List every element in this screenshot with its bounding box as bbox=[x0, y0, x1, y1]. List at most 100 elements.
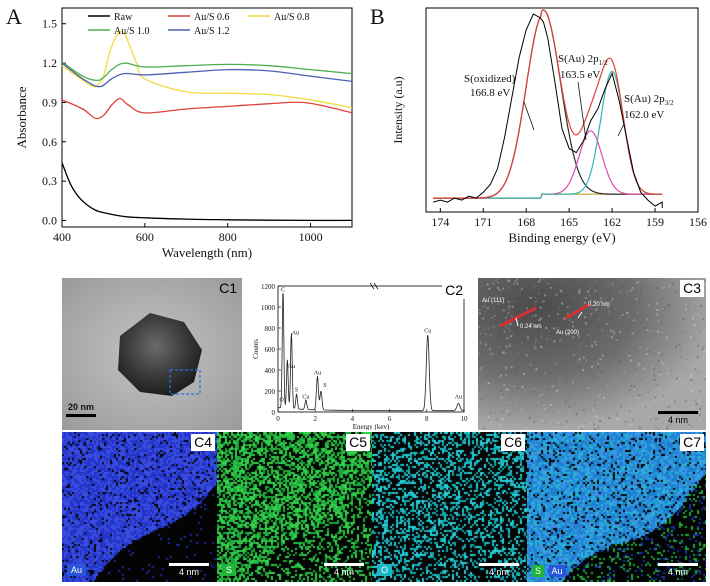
a-ytick-label: 1.5 bbox=[42, 17, 57, 31]
c2-axis-break bbox=[373, 282, 379, 290]
c7-scalebar: 4 nm bbox=[658, 563, 698, 577]
c7-badge-s: S bbox=[532, 565, 545, 577]
c2-y-axis-label: Counts bbox=[252, 339, 260, 359]
c2-peak-label: Cu bbox=[302, 395, 309, 401]
panel-c7: C7 S Au 4 nm bbox=[527, 432, 706, 582]
b-annot-oxidized-pointer bbox=[523, 101, 535, 131]
b-annot-2p12-pointer bbox=[577, 81, 587, 141]
c2-ytick-label: 600 bbox=[265, 346, 276, 354]
a-legend-label: Raw bbox=[114, 12, 133, 23]
c6-o-map bbox=[372, 432, 527, 582]
panel-c2: 0 200 400 600 800 1000 1200 0 2 4 6 8 10 Energy (kev)… bbox=[250, 278, 470, 430]
c2-peak-label: Au bbox=[314, 370, 321, 376]
a-legend-label: Au/S 1.2 bbox=[194, 26, 230, 37]
c6-scalebar: 4 nm bbox=[479, 563, 519, 577]
b-annot-oxidized-value: 166.8 eV bbox=[470, 87, 510, 99]
c2-xtick-label: 0 bbox=[276, 415, 280, 423]
c2-peak-label: Cu bbox=[424, 328, 431, 334]
c5-scalebar: 4 nm bbox=[324, 563, 364, 577]
a-legend-label: Au/S 1.0 bbox=[114, 26, 150, 37]
c3-annot-024: 0.24 nm bbox=[520, 324, 542, 330]
c2-peak-label: S bbox=[295, 387, 298, 393]
panel-c1: C1 20 nm bbox=[62, 278, 242, 430]
b-envelope-line bbox=[433, 9, 663, 199]
a-ytick-label: 0.6 bbox=[42, 135, 57, 149]
c2-peak-label: C bbox=[281, 287, 285, 293]
a-plot-frame bbox=[61, 7, 353, 228]
a-series-line bbox=[61, 30, 353, 109]
b-fit-line bbox=[433, 70, 663, 200]
b-plot-frame bbox=[425, 7, 699, 213]
b-xtick-label: 159 bbox=[646, 215, 664, 229]
c7-label: C7 bbox=[680, 434, 704, 451]
c5-label: C5 bbox=[346, 434, 370, 451]
b-xtick-label: 168 bbox=[517, 215, 535, 229]
b-fit-line bbox=[433, 130, 663, 200]
c2-ytick-label: 200 bbox=[265, 388, 276, 396]
c2-xtick-label: 4 bbox=[351, 415, 355, 423]
a-ytick-label: 0.9 bbox=[42, 95, 57, 109]
c6-label: C6 bbox=[501, 434, 525, 451]
c2-xtick-label: 2 bbox=[313, 415, 317, 423]
b-annot-2p12-value: 163.5 eV bbox=[560, 69, 600, 81]
c2-ytick-label: 800 bbox=[265, 325, 276, 333]
c7-overlay-map bbox=[527, 432, 706, 582]
c1-tem-image bbox=[62, 278, 242, 430]
c2-plot-frame bbox=[277, 285, 465, 413]
panel-c3: C3 Au (111) 0.24 nm 0.20 nm Au (200) 4 n… bbox=[478, 278, 706, 430]
c2-ytick-label: 400 bbox=[265, 367, 276, 375]
a-xtick-label: 1000 bbox=[299, 230, 323, 244]
c5-element-badge: S bbox=[222, 564, 237, 576]
a-series-line bbox=[61, 62, 353, 88]
c4-label: C4 bbox=[191, 434, 215, 451]
c2-ytick-label: 1000 bbox=[261, 304, 276, 312]
a-y-axis-label: Absorbance bbox=[14, 86, 29, 148]
c2-peak-label: Au bbox=[288, 364, 295, 370]
c2-peak-label: Au bbox=[455, 395, 462, 401]
c1-nanoparticle bbox=[118, 313, 202, 396]
c2-peak-label: O bbox=[280, 398, 285, 404]
c5-s-map bbox=[217, 432, 372, 582]
a-xtick-label: 800 bbox=[219, 230, 237, 244]
a-legend-label: Au/S 0.8 bbox=[274, 12, 310, 23]
a-xtick-label: 400 bbox=[53, 230, 71, 244]
panel-c6: C6 O 4 nm bbox=[372, 432, 527, 582]
b-xtick-label: 156 bbox=[689, 215, 707, 229]
c3-annot-020: 0.20 nm bbox=[588, 302, 610, 308]
c2-xtick-label: 8 bbox=[425, 415, 429, 423]
c2-eds-chart: 0 200 400 600 800 1000 1200 0 2 4 6 8 10 Energy (kev)… bbox=[252, 282, 468, 430]
a-ytick-label: 1.2 bbox=[42, 56, 57, 70]
c4-scalebar: 4 nm bbox=[169, 563, 209, 577]
b-raw-line bbox=[433, 13, 663, 208]
c2-x-axis-label: Energy (kev) bbox=[353, 423, 390, 430]
a-legend-label: Au/S 0.6 bbox=[194, 12, 230, 23]
panel-c5: C5 S 4 nm bbox=[217, 432, 372, 582]
c1-scalebar-label: 20 nm bbox=[68, 402, 95, 412]
panel-b-label: B bbox=[370, 4, 385, 29]
c2-peak-label: Au bbox=[292, 330, 299, 336]
c2-ytick-label: 1200 bbox=[261, 283, 276, 291]
a-series-line bbox=[61, 61, 353, 82]
c2-xtick-label: 6 bbox=[388, 415, 392, 423]
c2-spectrum-line bbox=[278, 293, 464, 412]
a-ytick-label: 0.0 bbox=[42, 213, 57, 227]
c3-annot-au111: Au (111) bbox=[482, 298, 505, 304]
b-annot-2p32-label: S(Au) 2p3/2 bbox=[624, 93, 674, 107]
panel-b-chart: 174 171 168 165 162 159 156 Binding energy (eV)… bbox=[391, 7, 707, 245]
b-xtick-label: 162 bbox=[603, 215, 621, 229]
c1-label: C1 bbox=[219, 280, 237, 296]
b-annot-2p32-pointer bbox=[617, 123, 625, 137]
panel-a-chart: 400 600 800 1000 0.0 0.3 0.6 0.9 1.2 1.5 Wavelengt… bbox=[14, 7, 353, 260]
c7-element-badges: S Au bbox=[532, 565, 566, 577]
a-xtick-label: 600 bbox=[136, 230, 154, 244]
c3-hrtem-image bbox=[478, 278, 706, 430]
b-x-axis-label: Binding energy (eV) bbox=[508, 230, 615, 245]
c4-element-badge: Au bbox=[67, 564, 87, 576]
panel-b: B 174 171 168 165 162 159 156 Binding energy (e… bbox=[362, 0, 710, 262]
c3-scalebar: 4 nm bbox=[658, 411, 698, 425]
b-annot-2p32-value: 162.0 eV bbox=[624, 109, 664, 121]
b-annot-oxidized-label: S(oxidized) bbox=[464, 73, 516, 85]
panel-a-label: A bbox=[6, 4, 22, 29]
a-series-line bbox=[61, 97, 353, 120]
c2-axis-break bbox=[369, 282, 375, 290]
